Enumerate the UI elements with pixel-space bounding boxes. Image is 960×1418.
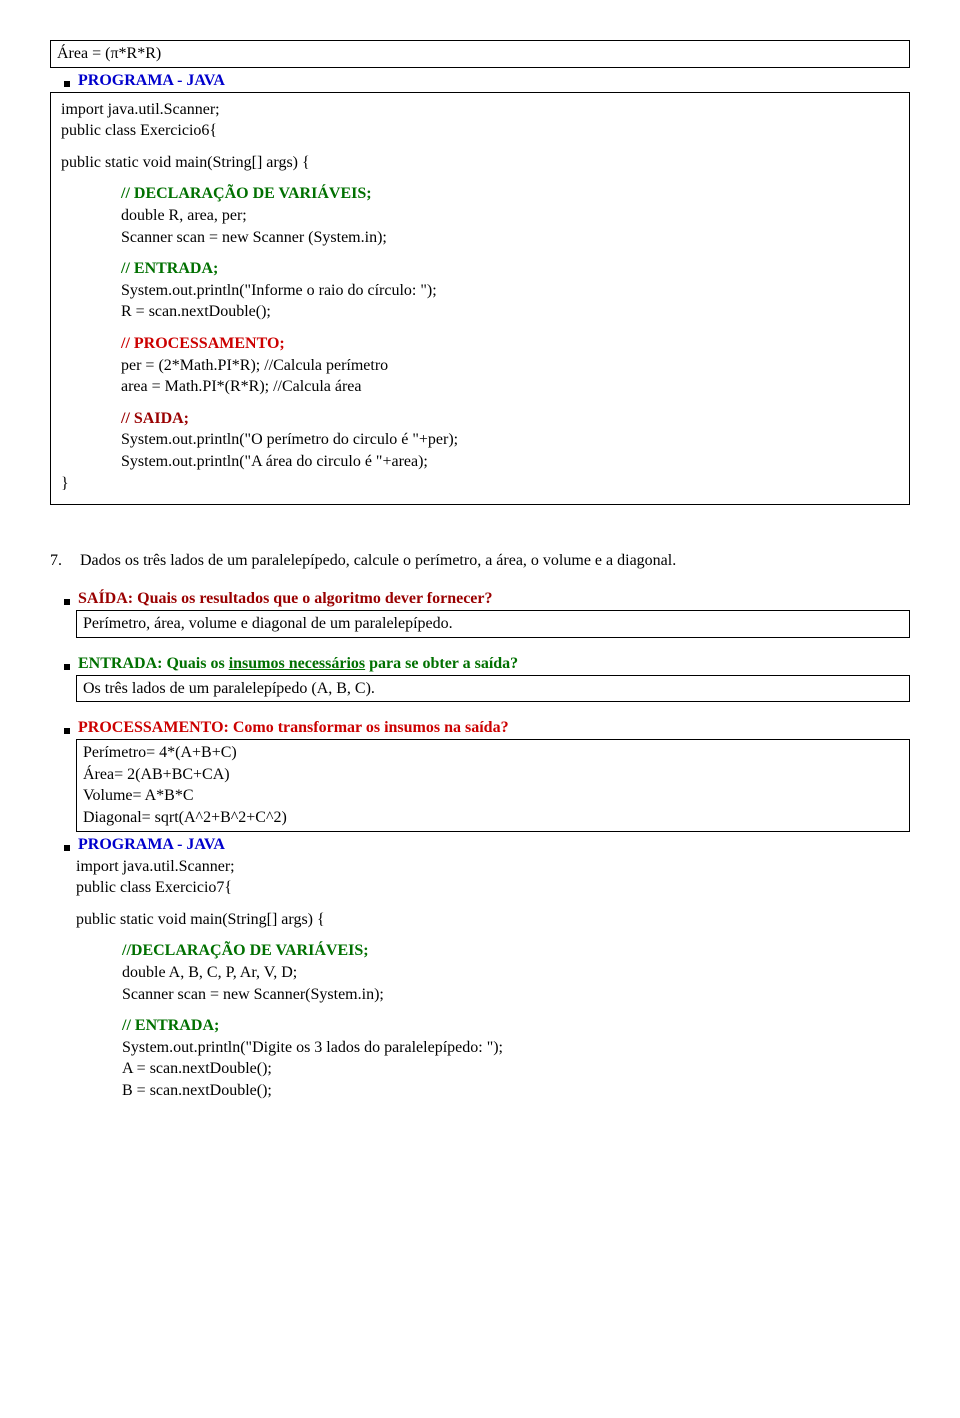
comment-processamento: // PROCESSAMENTO; [121,333,899,355]
comment-saida: // SAIDA; [121,408,899,430]
proc-line: Volume= A*B*C [83,785,903,807]
code-line: public static void main(String[] args) { [61,152,899,174]
q7-number: 7. [50,552,80,570]
code-line: public static void main(String[] args) { [76,909,910,931]
bullet-programa-1: PROGRAMA - JAVA [64,72,910,90]
code-line: double A, B, C, P, Ar, V, D; [122,962,910,984]
code-line: area = Math.PI*(R*R); //Calcula área [121,376,899,398]
question-7: 7. Dados os três lados de um paralelepíp… [50,552,910,570]
code-line: B = scan.nextDouble(); [122,1080,910,1102]
code-line: public class Exercicio6{ [61,120,899,142]
code-ex7: import java.util.Scanner; public class E… [76,856,910,1102]
comment-declaracao-2: //DECLARAÇÃO DE VARIÁVEIS; [122,940,910,962]
entrada-b: insumos necessários [229,655,365,672]
saida-box: Perímetro, área, volume e diagonal de um… [76,610,910,638]
entrada-a: ENTRADA: Quais os [78,655,229,672]
code-line: System.out.println("Informe o raio do cí… [121,280,899,302]
comment-entrada-2: // ENTRADA; [122,1015,910,1037]
proc-line: Perímetro= 4*(A+B+C) [83,742,903,764]
saida-heading: SAÍDA: Quais os resultados que o algorit… [78,590,493,608]
comment-declaracao: // DECLARAÇÃO DE VARIÁVEIS; [121,183,899,205]
code-line: System.out.println("Digite os 3 lados do… [122,1037,910,1059]
code-line: public class Exercicio7{ [76,877,910,899]
comment-entrada: // ENTRADA; [121,258,899,280]
saida-box-text: Perímetro, área, volume e diagonal de um… [83,615,453,632]
q7-text: Dados os três lados de um paralelepípedo… [80,552,676,570]
code-line: double R, area, per; [121,205,899,227]
formula-box: Área = (π*R*R) [50,40,910,68]
code-line: System.out.println("A área do circulo é … [121,451,899,473]
entrada-c: para se obter a saída? [365,655,518,672]
bullet-entrada: ENTRADA: Quais os insumos necessários pa… [64,655,910,673]
code-line: Scanner scan = new Scanner(System.in); [122,984,910,1006]
bullet-programa-2: PROGRAMA - JAVA [64,836,910,854]
code-line: per = (2*Math.PI*R); //Calcula perímetro [121,355,899,377]
proc-line: Diagonal= sqrt(A^2+B^2+C^2) [83,807,903,829]
processamento-box: Perímetro= 4*(A+B+C) Área= 2(AB+BC+CA) V… [76,739,910,831]
programa-java-label: PROGRAMA - JAVA [78,72,225,90]
code-line: import java.util.Scanner; [76,856,910,878]
code-brace: } [61,473,899,495]
bullet-icon [64,81,70,87]
entrada-box: Os três lados de um paralelepípedo (A, B… [76,675,910,703]
bullet-icon [64,664,70,670]
formula-text: Área = (π*R*R) [57,45,161,62]
code-line: Scanner scan = new Scanner (System.in); [121,227,899,249]
bullet-icon [64,728,70,734]
bullet-icon [64,845,70,851]
bullet-saida: SAÍDA: Quais os resultados que o algorit… [64,590,910,608]
code-line: System.out.println("O perímetro do circu… [121,429,899,451]
entrada-heading: ENTRADA: Quais os insumos necessários pa… [78,655,518,673]
code-line: import java.util.Scanner; [61,99,899,121]
code-line: R = scan.nextDouble(); [121,301,899,323]
entrada-box-text: Os três lados de um paralelepípedo (A, B… [83,680,375,697]
proc-line: Área= 2(AB+BC+CA) [83,764,903,786]
bullet-processamento: PROCESSAMENTO: Como transformar os insum… [64,719,910,737]
bullet-icon [64,599,70,605]
code-box-ex6: import java.util.Scanner; public class E… [50,92,910,506]
programa-java-label-2: PROGRAMA - JAVA [78,836,225,854]
processamento-heading: PROCESSAMENTO: Como transformar os insum… [78,719,509,737]
code-line: A = scan.nextDouble(); [122,1058,910,1080]
